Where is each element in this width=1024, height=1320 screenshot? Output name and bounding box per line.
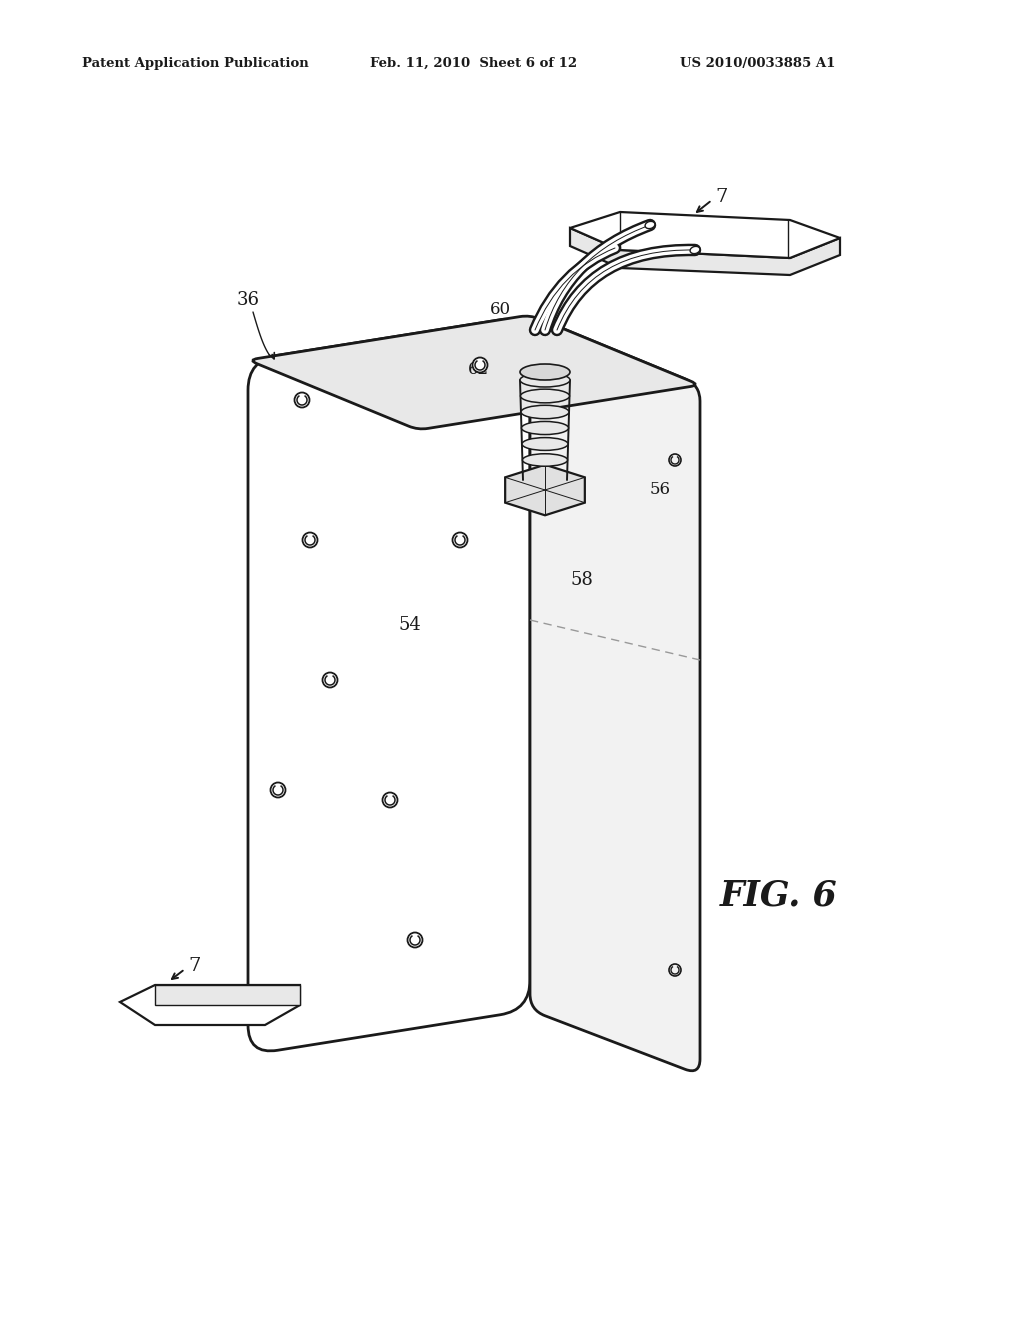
Text: 62: 62	[467, 362, 488, 379]
PathPatch shape	[530, 319, 700, 1071]
Ellipse shape	[323, 672, 338, 688]
Polygon shape	[570, 213, 840, 257]
Text: Feb. 11, 2010  Sheet 6 of 12: Feb. 11, 2010 Sheet 6 of 12	[370, 57, 578, 70]
Ellipse shape	[522, 438, 568, 450]
Ellipse shape	[521, 405, 569, 418]
Polygon shape	[505, 465, 585, 515]
Ellipse shape	[383, 792, 397, 808]
Polygon shape	[120, 985, 300, 1026]
Text: 7: 7	[715, 187, 727, 206]
Ellipse shape	[520, 374, 570, 387]
Text: US 2010/0033885 A1: US 2010/0033885 A1	[680, 57, 836, 70]
Ellipse shape	[690, 247, 700, 253]
Ellipse shape	[522, 454, 567, 466]
PathPatch shape	[248, 319, 530, 1051]
Text: 60: 60	[489, 301, 511, 318]
Text: 7: 7	[188, 957, 201, 975]
Ellipse shape	[408, 932, 423, 948]
Text: Patent Application Publication: Patent Application Publication	[82, 57, 309, 70]
Polygon shape	[570, 228, 840, 275]
Text: 36: 36	[237, 290, 259, 309]
Text: 54: 54	[398, 616, 421, 634]
Ellipse shape	[669, 454, 681, 466]
Ellipse shape	[453, 532, 468, 548]
Ellipse shape	[520, 364, 570, 380]
Text: 56: 56	[650, 482, 671, 499]
Ellipse shape	[520, 389, 569, 403]
Ellipse shape	[295, 392, 309, 408]
PathPatch shape	[253, 315, 695, 429]
Ellipse shape	[472, 358, 487, 372]
Ellipse shape	[302, 532, 317, 548]
Ellipse shape	[521, 421, 568, 434]
Polygon shape	[155, 985, 300, 1005]
Text: 58: 58	[570, 572, 593, 589]
Text: FIG. 6: FIG. 6	[720, 878, 838, 912]
Ellipse shape	[645, 222, 655, 228]
Ellipse shape	[270, 783, 286, 797]
Ellipse shape	[669, 964, 681, 975]
